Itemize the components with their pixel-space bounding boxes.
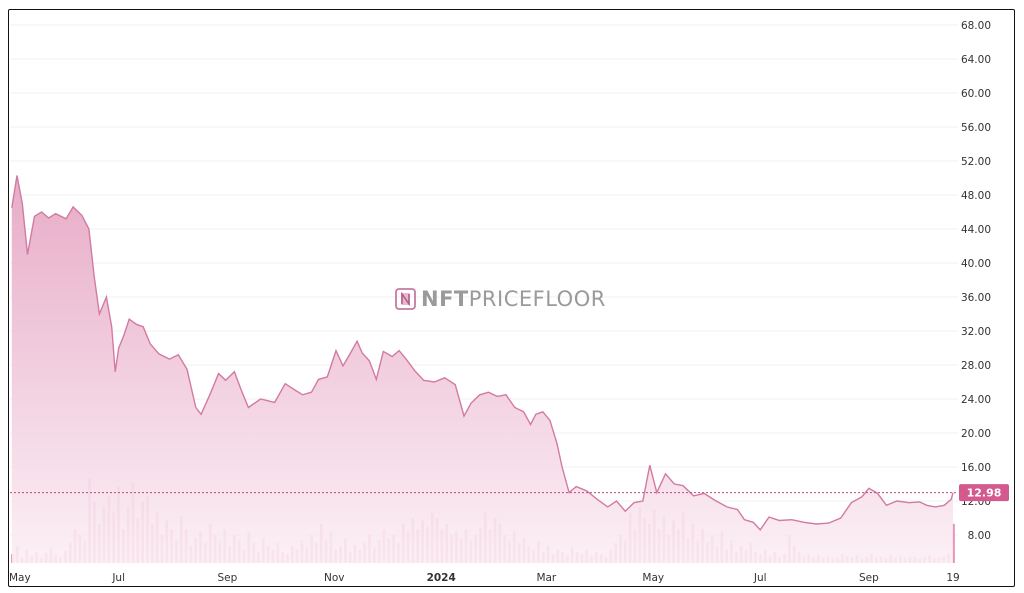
x-tick-label: 19 [946,572,959,584]
y-tick-label: 8.00 [968,530,991,542]
svg-text:NFTPRICEFLOOR: NFTPRICEFLOOR [421,287,606,311]
volume-bar [952,523,955,563]
y-tick-label: 28.00 [961,360,991,372]
price-line [11,175,954,532]
y-tick-label: 32.00 [961,326,991,338]
x-tick-label: Sep [217,572,237,584]
x-tick-label: Sep [859,572,879,584]
y-tick-label: 52.00 [961,156,991,168]
watermark: NFTPRICEFLOOR [395,287,606,311]
y-tick-label: 24.00 [961,394,991,406]
nft-logo-icon [395,288,416,310]
y-tick-label: 68.00 [961,20,991,32]
y-tick-label: 20.00 [961,428,991,440]
x-tick-label: 2024 [427,572,456,584]
y-axis: 8.0012.0016.0020.0024.0028.0032.0036.004… [961,20,991,542]
x-tick-label: Jul [111,572,125,584]
x-tick-label: May [9,572,31,584]
y-tick-label: 64.00 [961,54,991,66]
y-tick-label: 48.00 [961,190,991,202]
current-price-label: 12.98 [959,484,1009,502]
x-tick-label: May [642,572,664,584]
x-axis: May Jul Sep Nov 2024 Mar May Jul Sep 19 [9,572,960,584]
watermark-brand-bold: NFT [421,287,469,311]
x-tick-label: Nov [324,572,345,584]
y-tick-label: 36.00 [961,292,991,304]
current-price-label-text: 12.98 [967,487,1002,500]
x-tick-label: Jul [753,572,767,584]
current-price-label-bg [959,484,1009,502]
x-tick-label: Mar [536,572,556,584]
y-tick-label: 40.00 [961,258,991,270]
y-tick-label: 16.00 [961,462,991,474]
y-tick-label: 56.00 [961,122,991,134]
watermark-brand-light: PRICEFLOOR [469,287,606,311]
y-tick-label: 44.00 [961,224,991,236]
price-area-fill [11,175,954,563]
y-tick-label: 60.00 [961,88,991,100]
